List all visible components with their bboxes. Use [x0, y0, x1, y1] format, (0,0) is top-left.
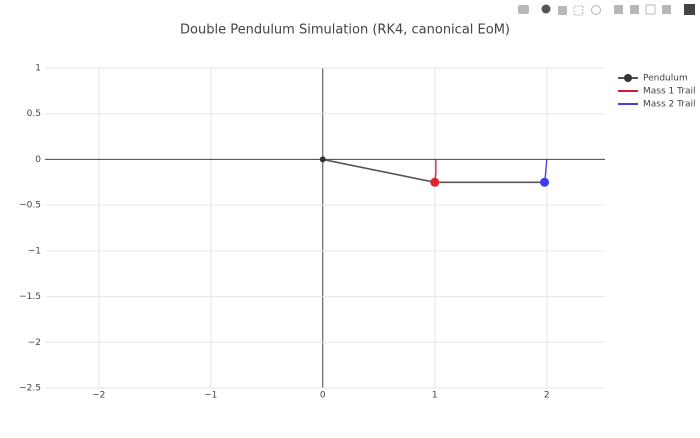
x-tick-label: 2	[544, 391, 550, 401]
camera-icon[interactable]	[518, 5, 529, 14]
legend-label: Mass 2 Trail	[643, 100, 696, 110]
reset-icon[interactable]	[662, 5, 671, 14]
zoom-out-icon[interactable]	[630, 5, 639, 14]
y-tick-label: 0.5	[27, 109, 41, 119]
zoom-icon[interactable]	[541, 4, 551, 14]
x-tick-label: −2	[92, 391, 105, 401]
modebar[interactable]	[518, 4, 695, 16]
y-tick-label: 0	[35, 155, 41, 165]
y-tick-label: −1.5	[19, 292, 41, 302]
x-tick-label: 1	[432, 391, 438, 401]
series-line	[434, 159, 437, 183]
y-tick-label: −2.5	[19, 384, 41, 394]
pan-icon[interactable]	[558, 6, 567, 15]
plotly-logo[interactable]	[684, 4, 695, 15]
x-tick-label: 0	[320, 391, 326, 401]
autoscale-icon[interactable]	[645, 4, 656, 15]
chart-title: Double Pendulum Simulation (RK4, canonic…	[180, 23, 510, 38]
x-tick-label: −1	[204, 391, 217, 401]
zoom-in-icon[interactable]	[614, 5, 623, 14]
series-line	[543, 159, 548, 183]
legend-marker	[624, 74, 632, 82]
marker	[319, 156, 326, 163]
lasso-icon[interactable]	[591, 5, 601, 15]
legend-label: Mass 1 Trail	[643, 87, 696, 97]
y-tick-label: −0.5	[19, 201, 41, 211]
marker	[430, 177, 440, 187]
legend-label: Pendulum	[643, 74, 688, 84]
y-tick-label: 1	[35, 64, 41, 74]
y-tick-label: −2	[28, 338, 41, 348]
y-tick-label: −1	[28, 246, 41, 256]
select-icon[interactable]	[573, 5, 584, 16]
